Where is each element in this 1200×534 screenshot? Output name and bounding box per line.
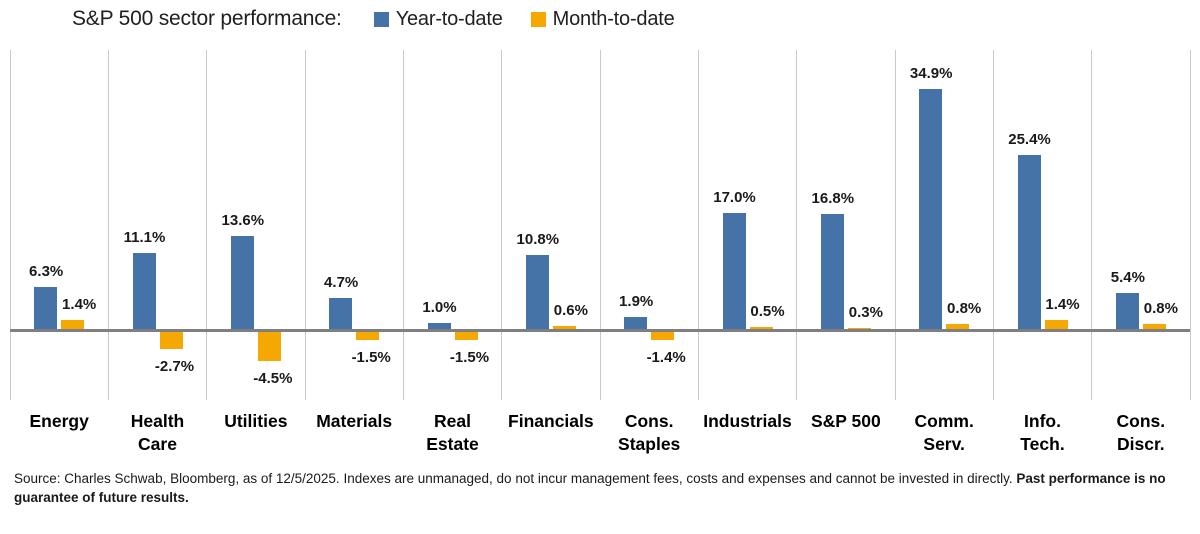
footnote: Source: Charles Schwab, Bloomberg, as of… xyxy=(14,469,1190,507)
gridline xyxy=(304,50,306,400)
category-label: Utilities xyxy=(224,411,288,431)
bar-mtd xyxy=(61,320,85,330)
bar-ytd xyxy=(34,286,58,330)
value-label-ytd: 13.6% xyxy=(221,212,265,230)
bar-ytd xyxy=(820,214,844,330)
category-label: Comm. Serv. xyxy=(914,411,974,454)
category-label: Materials xyxy=(316,411,393,431)
value-label-ytd: 1.0% xyxy=(422,299,457,317)
gridline xyxy=(501,50,503,400)
bar-ytd xyxy=(722,212,746,330)
value-label-mtd: 0.8% xyxy=(1143,300,1178,318)
bar-ytd xyxy=(525,255,549,330)
gridline xyxy=(1189,50,1191,400)
legend-item-mtd: Month-to-date xyxy=(530,7,675,31)
value-label-mtd: 0.3% xyxy=(848,303,883,321)
gridline xyxy=(894,50,896,400)
category-axis: Energy Health Care Utilities Materials Real … xyxy=(10,410,1190,462)
bar-ytd xyxy=(132,253,156,330)
category-label: Energy xyxy=(29,411,89,431)
footnote-text: Source: Charles Schwab, Bloomberg, as of… xyxy=(14,471,1017,486)
legend-label-ytd: Year-to-date xyxy=(395,7,503,30)
legend: Year-to-date Month-to-date xyxy=(373,7,703,31)
category-label: Health Care xyxy=(130,411,185,454)
bar-mtd xyxy=(946,324,970,330)
category-label: S&P 500 xyxy=(810,411,881,431)
ytd-swatch-icon xyxy=(373,11,389,27)
category-label: Cons. Discr. xyxy=(1116,411,1166,454)
bar-mtd xyxy=(454,330,478,341)
value-label-ytd: 11.1% xyxy=(123,229,166,247)
bar-ytd xyxy=(1115,292,1139,330)
value-label-mtd: -1.5% xyxy=(351,349,391,367)
bar-ytd xyxy=(329,297,353,330)
legend-label-mtd: Month-to-date xyxy=(552,7,675,30)
value-label-mtd: -1.4% xyxy=(646,348,686,366)
value-label-ytd: 17.0% xyxy=(713,188,756,206)
gridline xyxy=(796,50,798,400)
bar-mtd xyxy=(356,330,380,341)
value-label-mtd: 0.8% xyxy=(947,300,982,318)
gridline xyxy=(107,50,109,400)
bar-ytd xyxy=(1017,154,1041,330)
value-label-mtd: -4.5% xyxy=(253,370,293,388)
plot-area: 6.3% 11.1% 13.6% 4.7% 1.0% 10.8% 1.9% 17.0% 16.8… xyxy=(9,50,1191,400)
bar-mtd xyxy=(1044,320,1068,330)
bar-mtd xyxy=(257,330,281,362)
footnote-bold-text: Past performance is no guarantee of futu… xyxy=(14,471,1166,505)
bar-mtd xyxy=(847,327,871,330)
value-label-mtd: 1.4% xyxy=(1045,296,1080,314)
value-label-ytd: 6.3% xyxy=(29,262,64,280)
bar-mtd xyxy=(749,326,773,330)
value-label-mtd: -1.5% xyxy=(449,349,490,367)
value-label-ytd: 4.7% xyxy=(324,273,359,291)
gridline xyxy=(9,50,11,400)
bar-ytd xyxy=(919,89,943,330)
gridline xyxy=(992,50,994,400)
value-label-mtd: 1.4% xyxy=(62,296,97,314)
category-label: Cons. Staples xyxy=(618,411,681,454)
gridline xyxy=(1091,50,1093,400)
category-label: Industrials xyxy=(703,411,792,431)
legend-item-ytd: Year-to-date xyxy=(373,7,503,31)
value-label-mtd: 0.5% xyxy=(750,302,785,320)
chart-header: S&P 500 sector performance: Year-to-date… xyxy=(72,7,703,31)
value-label-mtd: 0.6% xyxy=(553,301,588,319)
chart-title: S&P 500 sector performance: xyxy=(72,7,342,30)
value-label-ytd: 16.8% xyxy=(811,190,855,208)
gridline xyxy=(599,50,601,400)
value-label-ytd: 1.9% xyxy=(619,292,654,310)
value-label-ytd: 25.4% xyxy=(1008,130,1051,148)
value-label-ytd: 5.4% xyxy=(1110,268,1145,286)
category-label: Financials xyxy=(508,411,594,431)
gridline xyxy=(206,50,208,400)
bar-ytd xyxy=(427,323,451,330)
bar-ytd xyxy=(230,236,254,330)
bar-mtd xyxy=(552,325,576,330)
bar-mtd xyxy=(1142,324,1166,330)
bar-ytd xyxy=(624,316,648,330)
value-label-ytd: 34.9% xyxy=(909,65,953,83)
value-label-ytd: 10.8% xyxy=(516,231,560,249)
mtd-swatch-icon xyxy=(530,11,546,27)
bar-mtd xyxy=(159,330,183,349)
bar-mtd xyxy=(651,330,675,340)
gridline xyxy=(402,50,404,400)
value-label-mtd: -2.7% xyxy=(154,357,195,375)
gridline xyxy=(697,50,699,400)
category-label: Real Estate xyxy=(426,411,479,454)
zero-axis-line xyxy=(10,329,1190,332)
category-label: Info. Tech. xyxy=(1020,411,1065,454)
